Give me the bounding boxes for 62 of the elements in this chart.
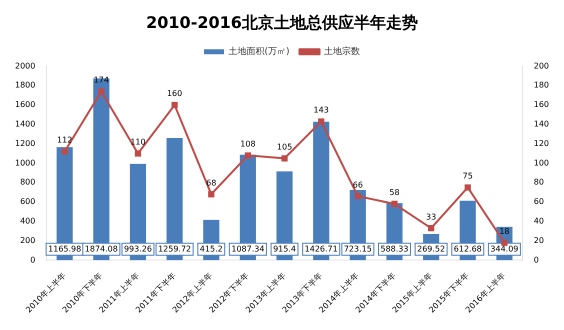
- data-label: 18: [499, 226, 510, 236]
- y2-tick-label: 180: [534, 80, 550, 90]
- point: [134, 150, 142, 157]
- y2-tick-label: 60: [534, 197, 544, 206]
- data-label: 1259.72: [158, 244, 192, 254]
- y-tick-label: 200: [20, 236, 36, 245]
- point: [281, 155, 288, 162]
- data-label: 1426.71: [304, 244, 338, 254]
- legend-label: 土地面积(万㎡): [228, 46, 290, 58]
- y2-tick-label: 140: [534, 119, 550, 128]
- y-tick-label: 1000: [15, 158, 36, 168]
- data-label: 160: [166, 89, 182, 98]
- point: [62, 148, 68, 155]
- data-label: 58: [389, 188, 400, 198]
- data-label: 66: [352, 180, 363, 190]
- point: [354, 193, 361, 200]
- point: [501, 240, 508, 246]
- y2-tick-label: 20: [534, 236, 544, 245]
- point: [428, 225, 434, 232]
- y-tick-label: 1600: [15, 100, 36, 110]
- point: [391, 200, 398, 208]
- y-tick-label: 1400: [15, 119, 36, 128]
- data-label: 108: [240, 140, 256, 149]
- legend-label: 土地宗数: [324, 46, 360, 58]
- data-label: 105: [276, 142, 292, 152]
- y2-tick-label: 200: [534, 61, 550, 70]
- data-label: 112: [57, 136, 72, 145]
- data-label: 110: [130, 138, 146, 147]
- y2-tick-label: 80: [534, 178, 544, 187]
- data-label: 143: [314, 106, 329, 115]
- data-label: 588.33: [380, 244, 408, 254]
- data-label: 75: [462, 172, 473, 181]
- y-tick-label: 400: [20, 216, 36, 226]
- data-label: 1874.08: [84, 244, 118, 254]
- data-label: 993.26: [124, 244, 152, 254]
- point: [171, 102, 178, 108]
- data-label: 33: [426, 212, 436, 222]
- data-label: 269.52: [417, 244, 446, 254]
- data-label: 1165.98: [48, 244, 82, 254]
- point: [208, 191, 214, 198]
- y2-tick-label: 40: [534, 216, 544, 226]
- y2-tick-label: 120: [534, 138, 550, 148]
- y-tick-label: 600: [20, 197, 36, 206]
- data-label: 344.09: [490, 244, 518, 254]
- data-label: 612.68: [454, 244, 482, 254]
- y-tick-label: 800: [20, 178, 36, 187]
- y2-tick-label: 0: [534, 255, 539, 264]
- data-label: 723.15: [344, 244, 372, 254]
- y2-tick-label: 160: [534, 100, 550, 110]
- point: [318, 118, 324, 125]
- point: [244, 152, 252, 159]
- y-tick-label: 2000: [15, 61, 36, 70]
- y-tick-label: 1800: [15, 80, 36, 90]
- data-label: 415.2: [200, 244, 223, 254]
- point: [464, 184, 471, 191]
- data-label: 915.4: [273, 244, 296, 254]
- chart-title: 2010-2016北京土地总供应半年走势: [146, 12, 418, 32]
- data-label: 1087.34: [231, 244, 264, 254]
- y-tick-label: 1200: [15, 138, 36, 148]
- y2-tick-label: 100: [534, 158, 550, 168]
- point: [98, 88, 104, 95]
- y-tick-label: 0: [30, 255, 36, 264]
